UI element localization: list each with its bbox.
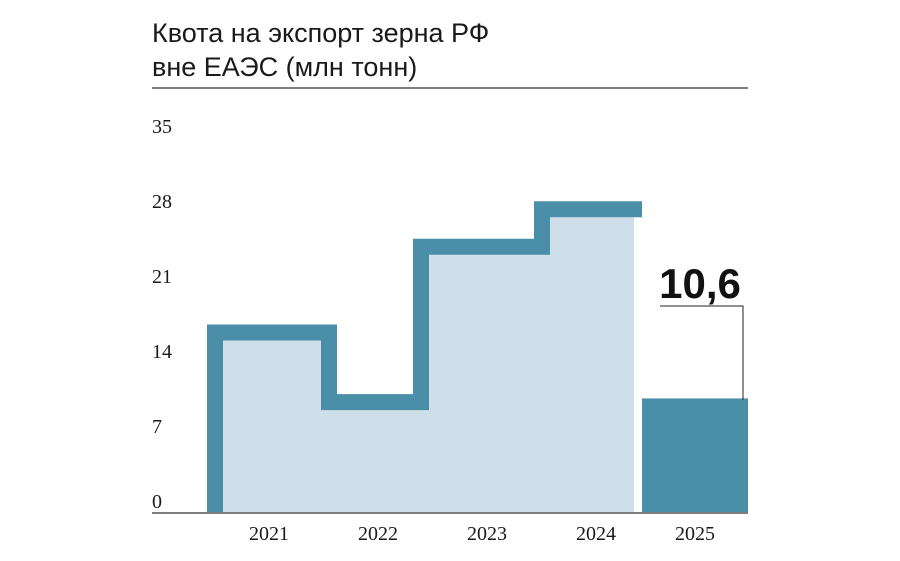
bar-2022 xyxy=(329,402,421,512)
value-callout: 10,6 xyxy=(659,260,744,400)
series-step-outline xyxy=(207,201,642,512)
highlight-value-label: 10,6 xyxy=(659,260,741,307)
y-tick-label: 21 xyxy=(152,266,172,288)
y-tick-label: 35 xyxy=(152,116,172,138)
plot-area xyxy=(207,201,748,513)
bar-2025 xyxy=(642,398,748,512)
x-tick-label: 2021 xyxy=(249,523,289,545)
bar-2024 xyxy=(542,209,634,513)
x-tick-label: 2024 xyxy=(576,523,616,545)
x-tick-label: 2022 xyxy=(358,523,398,545)
x-axis: 2021 2022 2023 2024 2025 xyxy=(152,512,748,545)
y-tick-label: 7 xyxy=(152,416,162,438)
x-tick-label: 2023 xyxy=(467,523,507,545)
y-axis: 0 7 14 21 28 35 xyxy=(152,116,172,513)
chart-title-line-2: вне ЕАЭС (млн тонн) xyxy=(152,52,417,82)
bar-2021 xyxy=(215,332,329,512)
chart-title-line-1: Квота на экспорт зерна РФ xyxy=(152,18,489,48)
x-tick-label: 2025 xyxy=(675,523,715,545)
y-tick-label: 28 xyxy=(152,191,172,213)
callout-leader-line xyxy=(660,305,744,400)
bar-2023 xyxy=(421,246,542,513)
y-tick-label: 0 xyxy=(152,491,162,513)
y-tick-label: 14 xyxy=(152,341,172,363)
